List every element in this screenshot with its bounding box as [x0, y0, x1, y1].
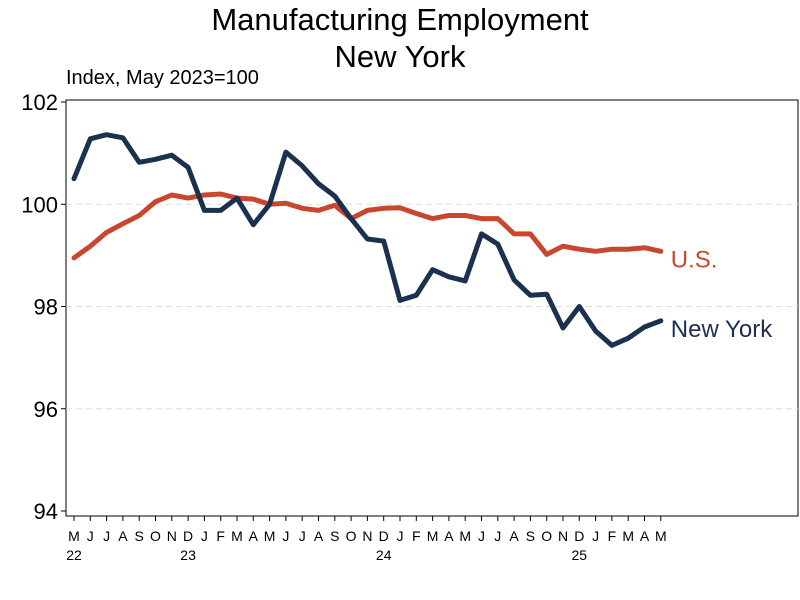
x-tick-label: M [264, 528, 276, 544]
x-tick-label: M [231, 528, 243, 544]
series-line-new-york [71, 132, 664, 348]
x-tick-label: O [150, 528, 161, 544]
x-tick-label: M [459, 528, 471, 544]
y-tick-label: 98 [34, 295, 58, 320]
x-tick-label: A [249, 528, 259, 544]
x-tick-label: D [183, 528, 193, 544]
series-line-u-s [71, 191, 664, 261]
x-year-label: 23 [180, 547, 196, 563]
x-tick-label: F [216, 528, 225, 544]
x-tick-label: J [494, 528, 501, 544]
x-tick-label: N [167, 528, 177, 544]
x-tick-label: O [541, 528, 552, 544]
x-tick-label: D [574, 528, 584, 544]
y-axis-label: Index, May 2023=100 [66, 67, 259, 89]
x-tick-label: M [622, 528, 634, 544]
x-tick-label: J [592, 528, 599, 544]
chart-subtitle: New York [334, 39, 466, 74]
x-tick-label: M [655, 528, 667, 544]
y-tick-label: 100 [21, 192, 58, 217]
x-tick-label: A [444, 528, 454, 544]
x-tick-label: M [427, 528, 439, 544]
x-tick-label: J [478, 528, 485, 544]
x-year-label: 25 [572, 547, 588, 563]
chart-title: Manufacturing Employment [211, 2, 589, 37]
x-tick-label: F [608, 528, 617, 544]
x-tick-label: A [640, 528, 650, 544]
x-tick-label: M [68, 528, 80, 544]
x-tick-label: D [379, 528, 389, 544]
x-tick-label: F [412, 528, 421, 544]
x-tick-label: O [346, 528, 357, 544]
x-tick-label: N [362, 528, 372, 544]
x-tick-label: A [118, 528, 128, 544]
x-tick-label: J [87, 528, 94, 544]
x-tick-label: S [330, 528, 339, 544]
x-tick-label: S [135, 528, 144, 544]
x-tick-label: J [299, 528, 306, 544]
series-label-u-s: U.S. [671, 246, 718, 273]
y-tick-label: 102 [21, 90, 58, 115]
plot-frame [65, 99, 799, 517]
x-year-label: 24 [376, 547, 392, 563]
x-tick-label: N [558, 528, 568, 544]
x-tick-label: J [103, 528, 110, 544]
x-tick-label: J [282, 528, 289, 544]
x-tick-label: A [509, 528, 519, 544]
series-label-new-york: New York [671, 316, 773, 343]
y-tick-label: 96 [34, 397, 58, 422]
y-tick-label: 94 [34, 499, 58, 524]
x-tick-label: J [397, 528, 404, 544]
x-year-label: 22 [66, 547, 82, 563]
x-tick-label: A [314, 528, 324, 544]
x-tick-label: S [526, 528, 535, 544]
x-tick-label: J [201, 528, 208, 544]
